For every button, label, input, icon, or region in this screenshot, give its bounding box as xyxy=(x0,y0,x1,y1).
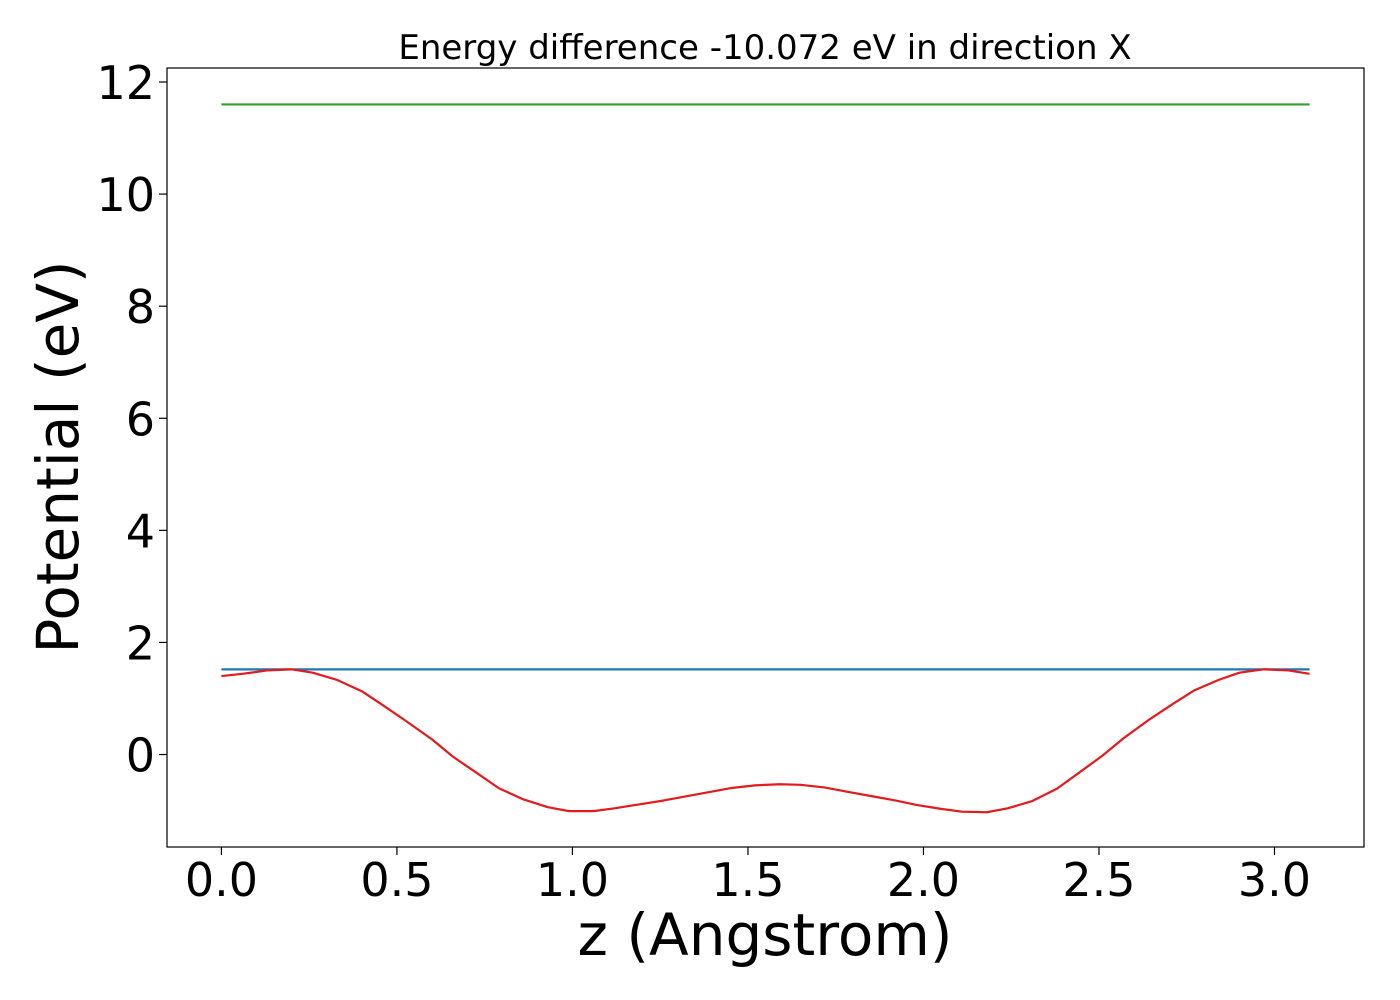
chart-title: Energy difference -10.072 eV in directio… xyxy=(398,28,1131,68)
x-tick-label: 0.0 xyxy=(185,853,258,907)
x-tick-label: 3.0 xyxy=(1238,853,1311,907)
x-tick-label: 2.0 xyxy=(887,853,960,907)
y-tick-label: 12 xyxy=(96,56,155,110)
y-tick-label: 4 xyxy=(126,504,155,558)
y-tick-label: 0 xyxy=(126,729,155,783)
y-tick-label: 6 xyxy=(126,392,155,446)
x-tick-label: 1.5 xyxy=(711,853,784,907)
x-axis-ticks: 0.0 0.5 1.0 1.5 2.0 2.5 3.0 xyxy=(185,847,1311,907)
x-tick-label: 2.5 xyxy=(1062,853,1135,907)
y-tick-label: 8 xyxy=(126,280,155,334)
series-layer xyxy=(221,103,1310,814)
y-tick-label: 2 xyxy=(126,616,155,670)
x-tick-label: 0.5 xyxy=(360,853,433,907)
x-tick-label: 1.0 xyxy=(536,853,609,907)
y-axis-ticks: 0 2 4 6 8 10 12 xyxy=(96,56,167,783)
y-axis-label: Potential (eV) xyxy=(24,260,92,653)
y-tick-label: 10 xyxy=(96,168,155,222)
series-line-3 xyxy=(221,668,1310,814)
plot-frame xyxy=(166,67,1365,848)
x-axis-label: z (Angstrom) xyxy=(578,901,953,969)
